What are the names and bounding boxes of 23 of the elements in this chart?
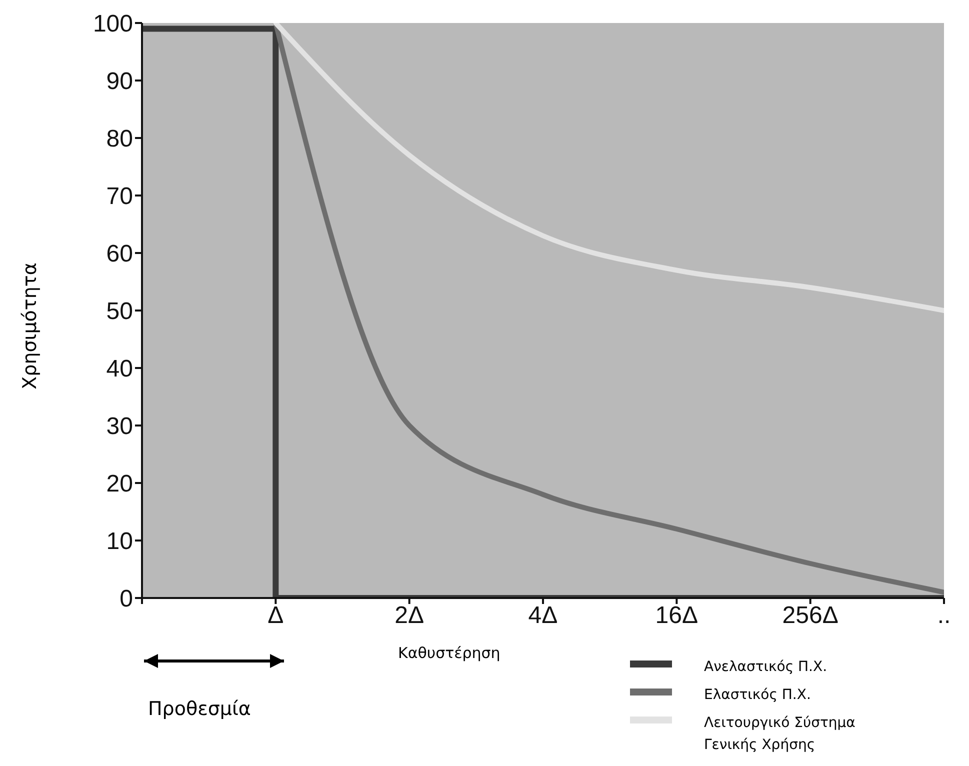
legend-label: Λειτουργικό Σύστημα Γενικής Χρήσης: [704, 714, 856, 755]
y-axis-title: Χρησιμότητα: [19, 262, 41, 390]
legend-label: Ανελαστικός Π.Χ.: [704, 658, 828, 677]
y-tick-label: 80: [106, 126, 133, 153]
x-tick-label: Δ: [268, 602, 284, 630]
x-tick-label: ..: [937, 602, 951, 630]
x-tick-label: 16Δ: [655, 602, 698, 630]
y-tick-label: 50: [106, 298, 133, 326]
y-tick-label: 70: [106, 183, 133, 210]
y-tick-label: 60: [106, 240, 133, 268]
x-tick-label: 4Δ: [528, 602, 558, 630]
x-axis-title: Καθυστέρηση: [398, 644, 500, 662]
y-tick-label: 20: [106, 470, 133, 498]
x-tick-label: 256Δ: [782, 602, 838, 630]
y-tick-label: 10: [106, 528, 133, 556]
text: Προθεσμία: [148, 698, 251, 720]
y-tick-label: 40: [106, 356, 133, 383]
y-tick-label: 100: [92, 10, 133, 38]
y-tick-label: 30: [106, 413, 133, 440]
x-tick-label: 2Δ: [394, 602, 424, 630]
y-tick-label: 0: [120, 586, 133, 613]
y-tick-label: 90: [106, 68, 133, 96]
legend-label: Ελαστικός Π.Χ.: [704, 686, 812, 705]
